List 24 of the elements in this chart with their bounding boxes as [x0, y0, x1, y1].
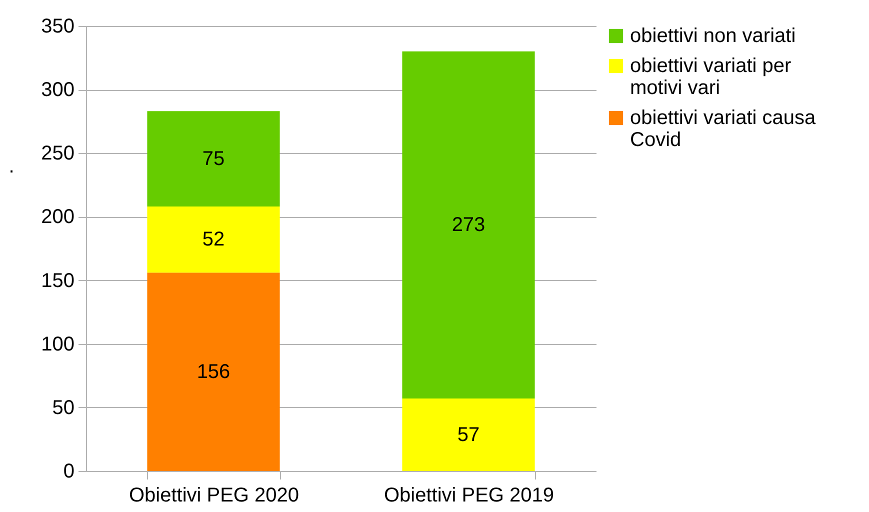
data-label: 75	[202, 148, 225, 170]
data-label: 52	[202, 228, 225, 251]
y-tick-label: 150	[41, 270, 74, 292]
legend-label: obiettivi non variati	[630, 25, 796, 47]
y-tick-label: 0	[63, 460, 74, 482]
y-tick-label: 200	[41, 206, 74, 228]
data-label: 273	[452, 214, 486, 236]
bar	[402, 398, 535, 471]
legend-label: obiettivi variati causa Covid	[630, 107, 817, 151]
legend-label: obiettivi variati per motivi vari	[630, 55, 792, 99]
y-tick-label: 350	[41, 16, 74, 38]
x-tick-label: Obiettivi PEG 2020	[128, 484, 300, 506]
y-axis-title: .	[8, 156, 14, 178]
y-tick-label: 300	[41, 79, 74, 102]
bar	[147, 206, 280, 273]
bar	[402, 51, 535, 399]
y-tick-label: 250	[41, 142, 74, 165]
y-tick-label: 100	[41, 333, 74, 356]
data-label: 156	[196, 360, 230, 383]
bar	[147, 272, 280, 471]
bar	[147, 111, 280, 207]
data-label: 57	[457, 424, 480, 446]
x-tick-label: Obiettivi PEG 2019	[384, 484, 554, 506]
y-tick-label: 50	[52, 396, 74, 419]
